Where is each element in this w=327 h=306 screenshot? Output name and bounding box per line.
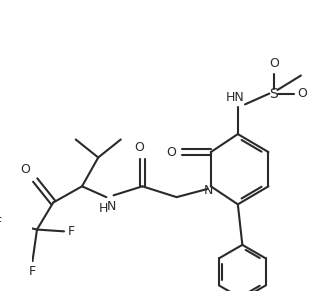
Text: F: F: [0, 216, 2, 229]
Text: O: O: [20, 163, 30, 177]
Text: O: O: [167, 146, 177, 159]
Text: S: S: [269, 87, 278, 101]
Text: F: F: [29, 265, 36, 278]
Text: O: O: [297, 87, 307, 100]
Text: N: N: [203, 184, 213, 197]
Text: HN: HN: [226, 91, 245, 104]
Text: O: O: [134, 141, 144, 154]
Text: F: F: [68, 225, 75, 238]
Text: N: N: [107, 200, 116, 213]
Text: O: O: [269, 57, 279, 70]
Text: H: H: [99, 202, 108, 215]
